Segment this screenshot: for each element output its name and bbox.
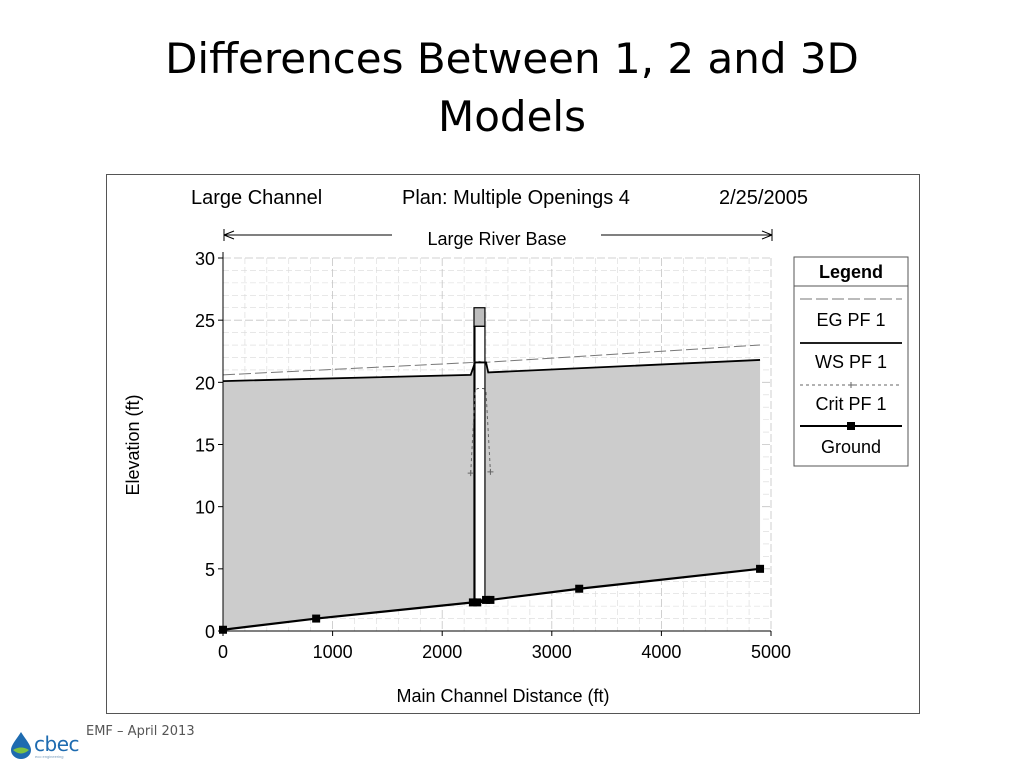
crit-point: [467, 470, 474, 477]
y-axis-label: Elevation (ft): [123, 394, 143, 495]
x-tick-label: 5000: [751, 642, 791, 662]
logo-text: cbec: [34, 732, 80, 756]
slide-title-line-2: Models: [438, 92, 586, 141]
series-lines: [219, 344, 765, 634]
y-tick-label: 15: [195, 436, 215, 456]
slide-title-line-1: Differences Between 1, 2 and 3D: [165, 34, 859, 83]
reach-span-arrow: [223, 229, 773, 241]
footer-text: EMF – April 2013: [86, 724, 195, 739]
bridge-deck: [473, 307, 486, 327]
y-tick-label: 5: [205, 560, 215, 580]
x-tick-label: 4000: [641, 642, 681, 662]
ground-point: [486, 595, 495, 604]
x-tick-label: 2000: [422, 642, 462, 662]
y-tick-label: 0: [205, 622, 215, 642]
series-ws-line: [222, 359, 761, 382]
axes: Large Channel Plan: Multiple Openings 4 …: [123, 187, 808, 706]
legend-plus-marker: [848, 382, 854, 388]
chart-plan-label: Plan: Multiple Openings 4: [402, 187, 630, 209]
chart-frame: Large Channel Plan: Multiple Openings 4 …: [106, 174, 920, 714]
ground-point: [575, 584, 584, 593]
logo-tagline: eco engineering: [35, 754, 64, 759]
legend-label-4: Ground: [821, 437, 881, 457]
x-tick-label: 3000: [532, 642, 572, 662]
chart-project-label: Large Channel: [191, 187, 322, 209]
legend-label-1: EG PF 1: [816, 310, 885, 330]
y-tick-label: 20: [195, 373, 215, 393]
ground-point: [473, 598, 482, 607]
series-ground-line: [222, 567, 761, 631]
x-axis-label: Main Channel Distance (ft): [396, 686, 609, 706]
y-tick-label: 30: [195, 249, 215, 269]
y-tick-label: 25: [195, 311, 215, 331]
wetted-area: [223, 359, 761, 630]
series-crit-line: [470, 388, 491, 474]
legend-title: Legend: [819, 262, 883, 282]
x-tick-label: 0: [218, 642, 228, 662]
ground-point: [756, 564, 765, 573]
x-tick-label: 1000: [313, 642, 353, 662]
ground-point: [482, 595, 491, 604]
cbec-logo: cbec eco engineering: [8, 730, 98, 760]
legend-square-marker: [847, 422, 855, 430]
profile-chart: Large Channel Plan: Multiple Openings 4 …: [123, 187, 909, 706]
bridge-pier-right: [474, 325, 486, 601]
legend-label-3: Crit PF 1: [815, 394, 886, 414]
legend: Legend EG PF 1 WS PF 1 Crit PF 1 Ground: [793, 256, 909, 467]
water-drop-icon: [11, 732, 31, 759]
crit-point: [487, 468, 494, 475]
series-eg-line: [222, 344, 761, 376]
ground-point: [312, 614, 321, 623]
legend-label-2: WS PF 1: [815, 352, 887, 372]
chart-date-label: 2/25/2005: [719, 187, 808, 209]
ground-area: [223, 359, 761, 630]
chart-reach-label: Large River Base: [427, 229, 566, 249]
ground-point: [468, 598, 477, 607]
y-tick-label: 10: [195, 498, 215, 518]
bridge: [473, 307, 486, 604]
slide-title: Differences Between 1, 2 and 3D Models: [0, 30, 1024, 146]
